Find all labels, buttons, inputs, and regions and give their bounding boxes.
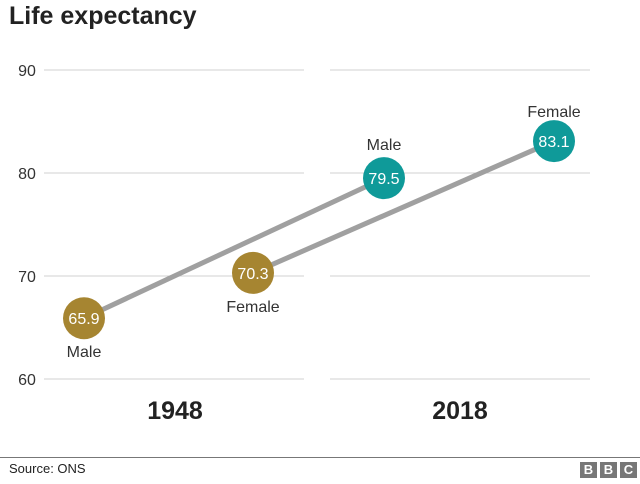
y-tick-label: 80: [18, 166, 36, 183]
x-category-label: 1948: [147, 397, 203, 425]
series-label: Male: [367, 137, 402, 154]
footer-divider: [0, 457, 640, 458]
data-point-female-2018: [533, 120, 575, 163]
series-line-male: [82, 175, 386, 321]
data-label: 70.3: [237, 266, 268, 283]
series-label: Male: [67, 344, 102, 361]
y-tick-label: 90: [18, 63, 36, 80]
data-label: 79.5: [368, 171, 399, 188]
y-tick-label: 60: [18, 372, 36, 389]
series-label: Female: [527, 104, 580, 121]
y-tick-label: 70: [18, 269, 36, 286]
data-point-female-1948: [232, 251, 274, 294]
data-label: 83.1: [538, 134, 569, 151]
data-point-male-2018: [363, 157, 405, 200]
bbc-logo-letter: B: [580, 462, 597, 478]
bbc-logo-letter: B: [600, 462, 617, 478]
data-point-male-1948: [63, 297, 105, 340]
x-category-label: 2018: [432, 397, 488, 425]
series-label: Female: [226, 299, 279, 316]
data-label: 65.9: [68, 311, 99, 328]
chart-title: Life expectancy: [9, 2, 197, 30]
bbc-logo: B B C: [580, 462, 637, 478]
bbc-logo-letter: C: [620, 462, 637, 478]
chart: 60 70 80 90 1948 2018 65.9 Male 79.5 Male 70.3 Fema…: [18, 63, 590, 425]
source-text: Source: ONS: [9, 461, 86, 476]
series-line-female: [251, 138, 556, 276]
